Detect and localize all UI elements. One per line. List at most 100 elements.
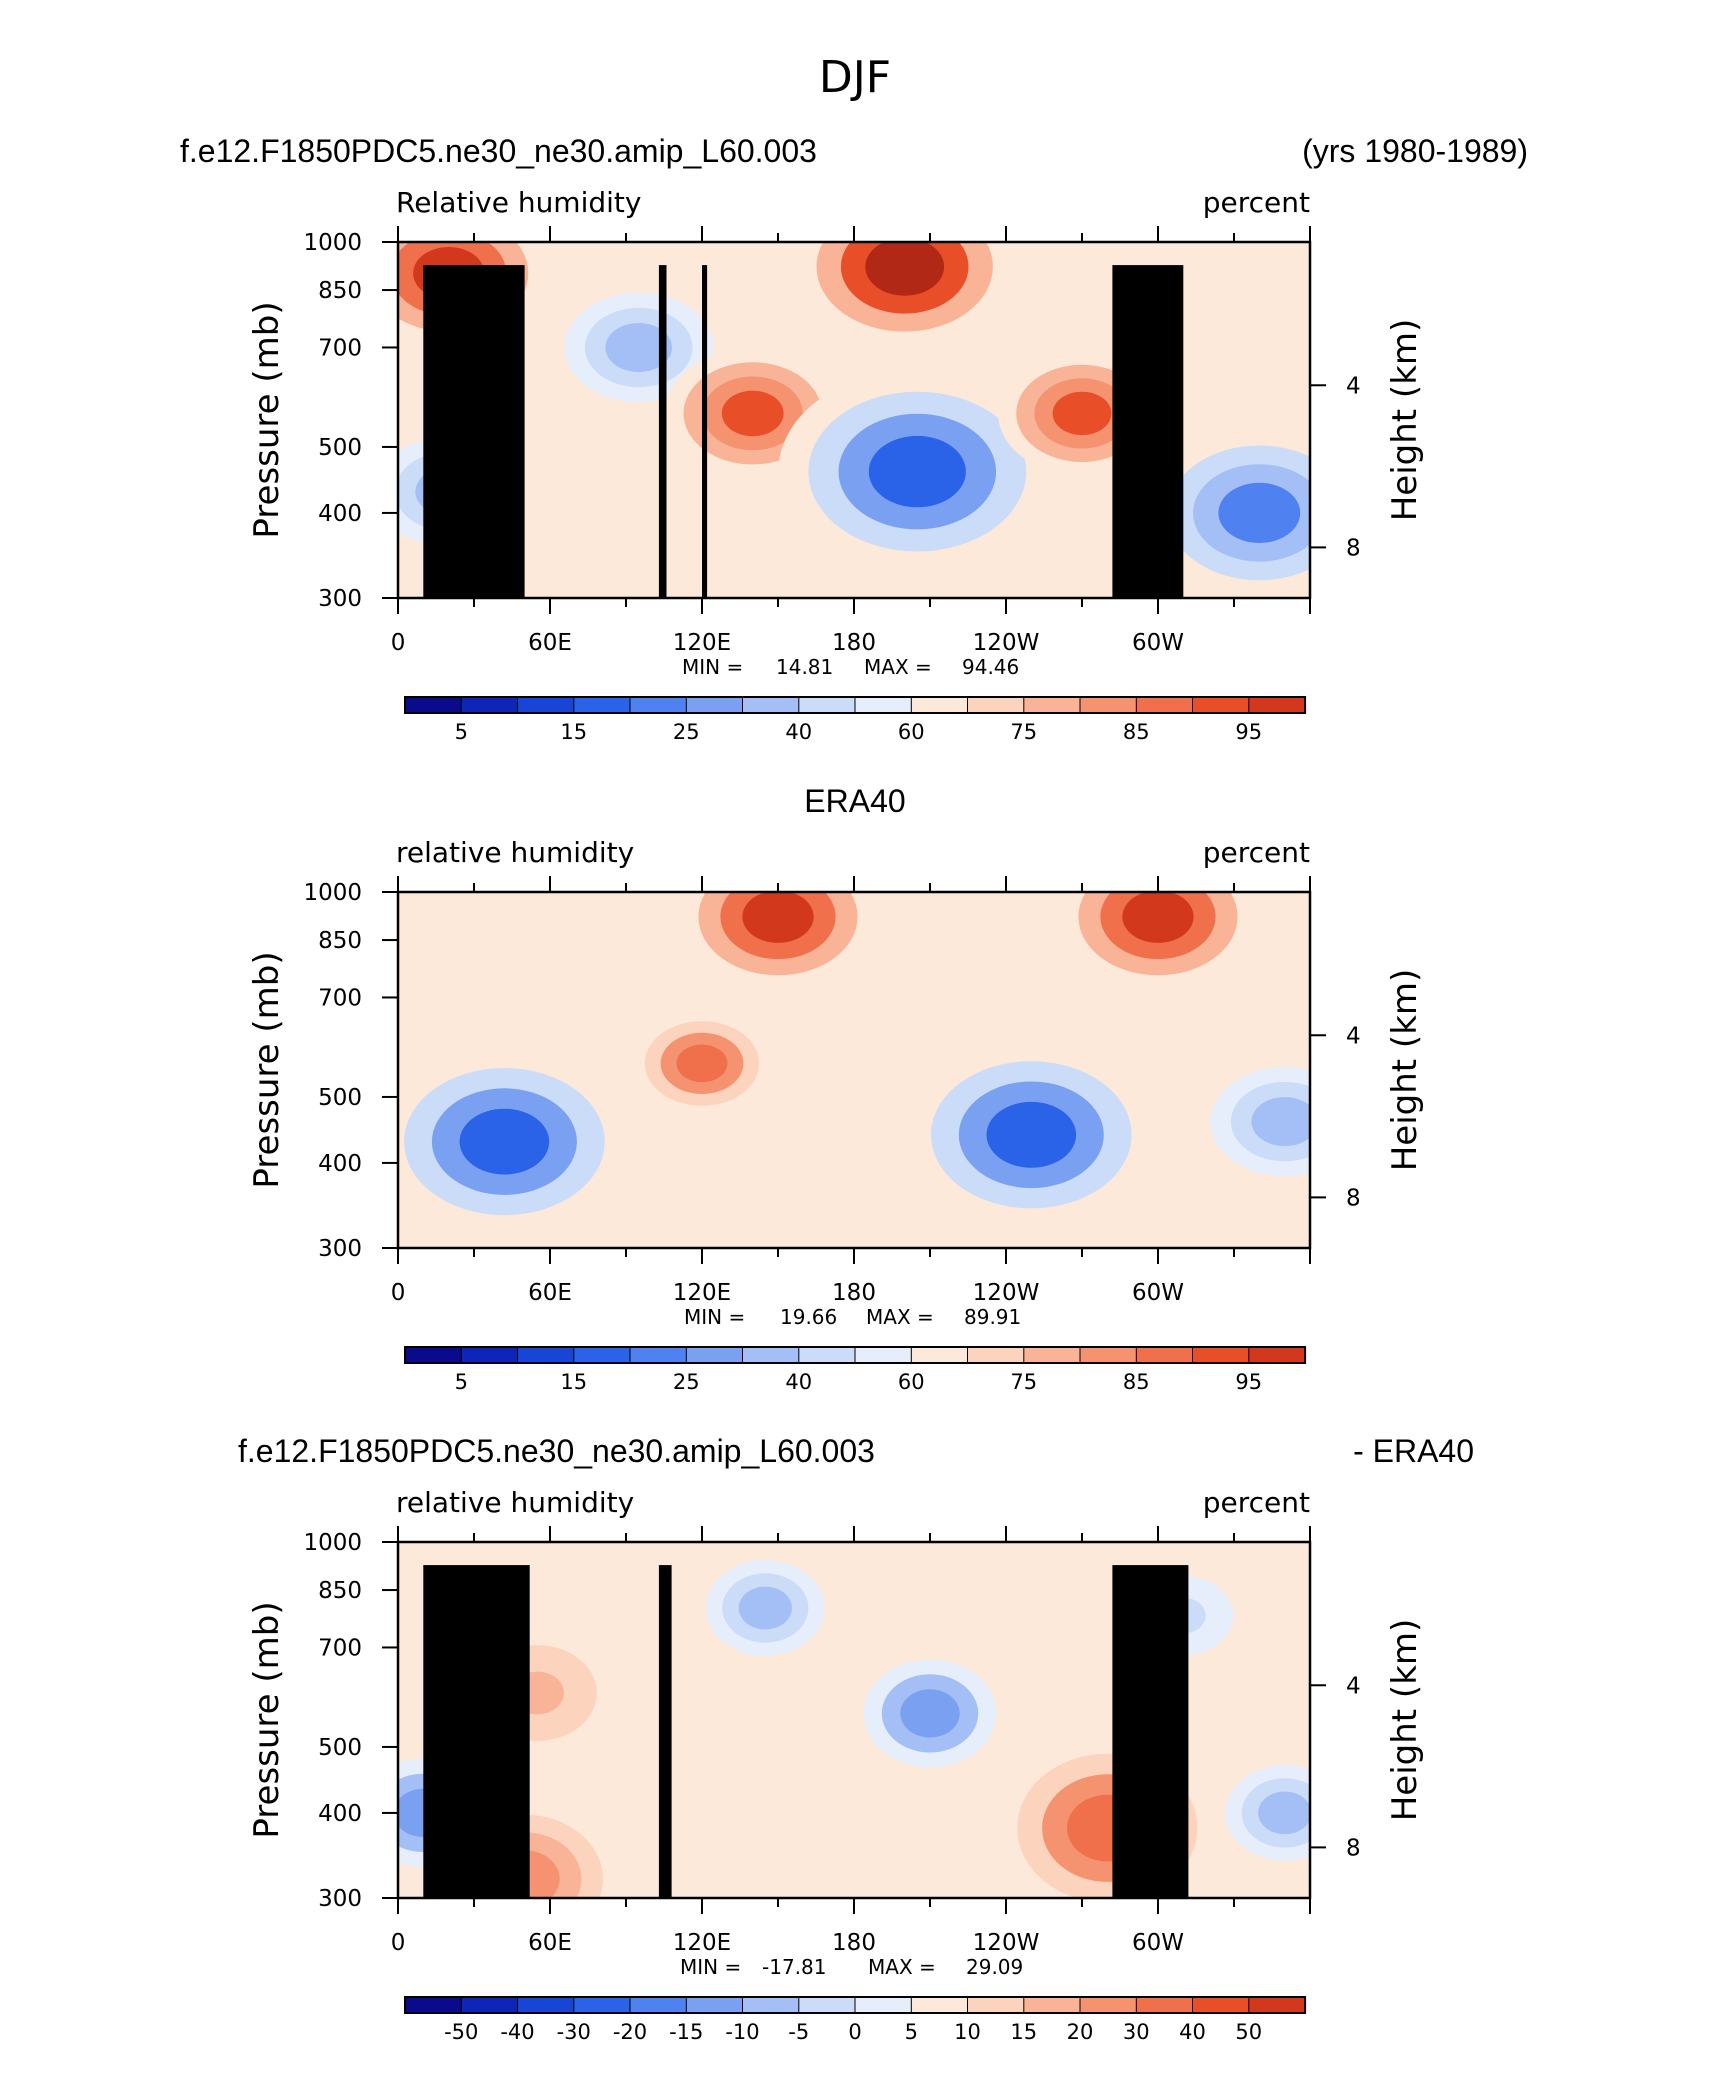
panel-model-plot: 0 60E 120E 180 120W 60W 300 400 500 700 850 1000 8 4 P… [247, 226, 1425, 656]
colorbar-label: -5 [788, 2020, 809, 2044]
y-right-axis-title: Height (km) [1385, 1619, 1425, 1822]
colorbar-frame [404, 696, 1306, 714]
x-tick-label: 120W [973, 1280, 1040, 1306]
panel-diff-title-left: f.e12.F1850PDC5.ne30_ne30.amip_L60.003 [238, 1433, 875, 1469]
panel-obs-max-label: MAX = [866, 1305, 934, 1329]
y-tick-label: 1000 [303, 230, 362, 256]
colorbar-swatch [573, 1346, 632, 1364]
y-axis-title: Pressure (mb) [247, 951, 287, 1188]
contour-feature [605, 323, 672, 372]
y-tick-label: 700 [318, 1635, 362, 1661]
x-tick-label: 120W [973, 630, 1040, 656]
colorbar-swatch [517, 1996, 575, 2014]
colorbar-swatch [742, 696, 800, 714]
y-tick-label: 850 [318, 928, 362, 954]
y-right-axis-title: Height (km) [1385, 969, 1425, 1172]
colorbar-swatch [910, 1996, 969, 2014]
panel-model-subtitle-right: percent [1203, 186, 1310, 219]
colorbar-label: 40 [785, 1370, 812, 1394]
colorbar-label: 85 [1123, 1370, 1150, 1394]
x-tick-label: 60W [1132, 1280, 1184, 1306]
panel-model: f.e12.F1850PDC5.ne30_ne30.amip_L60.003 (… [180, 133, 1528, 744]
colorbar-swatch [517, 696, 575, 714]
colorbar-label: 40 [1179, 2020, 1206, 2044]
x-tick-label: 60E [528, 630, 572, 656]
y-tick-label: 850 [318, 1578, 362, 1604]
colorbar-swatch [1023, 1346, 1082, 1364]
contour-feature [676, 1044, 728, 1083]
y-tick-label: 400 [318, 501, 362, 527]
panel-diff-max-label: MAX = [868, 1955, 936, 1979]
y-tick-label: 400 [318, 1151, 362, 1177]
colorbar-swatch [854, 696, 913, 714]
y-tick-label: 700 [318, 985, 362, 1011]
contour-feature [1218, 482, 1301, 543]
x-tick-label: 0 [391, 1930, 406, 1956]
colorbar-label: 50 [1235, 2020, 1262, 2044]
colorbar-swatch [1192, 696, 1250, 714]
contour-feature [459, 1108, 550, 1175]
panel-diff-subtitle-left: relative humidity [396, 1486, 634, 1519]
colorbar-swatch [742, 1346, 800, 1364]
contour-feature [1251, 1097, 1310, 1147]
x-tick-label: 60W [1132, 1930, 1184, 1956]
colorbar-swatch [854, 1346, 913, 1364]
colorbar-label: 75 [1010, 1370, 1037, 1394]
colorbar-swatch [404, 1346, 463, 1364]
contour-feature [986, 1101, 1077, 1168]
colorbar-label: 5 [455, 720, 468, 744]
colorbar-swatch [460, 1996, 519, 2014]
x-tick-label: 120E [673, 630, 731, 656]
topography-mask [658, 265, 667, 598]
topography-mask [1112, 1565, 1189, 1898]
contour-feature [1122, 892, 1194, 943]
colorbar-swatch [910, 696, 969, 714]
colorbar-swatch [629, 1996, 688, 2014]
colorbar-swatch [1135, 696, 1194, 714]
y-tick-label: 300 [318, 1886, 362, 1912]
colorbar-swatch [629, 1346, 688, 1364]
x-tick-label: 0 [391, 630, 406, 656]
colorbar-label: -40 [500, 2020, 534, 2044]
panel-diff-plot: 0 60E 120E 180 120W 60W 300 400 500 700 850 1000 8 4 P… [247, 1526, 1425, 1956]
panel-model-min-label: MIN = [682, 655, 743, 679]
colorbar-label: 75 [1010, 720, 1037, 744]
colorbar-swatch [1079, 696, 1138, 714]
colorbar-swatch [629, 696, 688, 714]
colorbar-label: -30 [557, 2020, 591, 2044]
colorbar-label: 60 [898, 720, 925, 744]
y-right-tick-label: 4 [1346, 1023, 1361, 1049]
contour-feature [868, 435, 966, 508]
colorbar-swatch [1248, 696, 1307, 714]
contour-feature [1052, 391, 1112, 436]
colorbar-label: -50 [444, 2020, 478, 2044]
x-tick-label: 120E [673, 1930, 731, 1956]
colorbar-label: 60 [898, 1370, 925, 1394]
y-tick-label: 400 [318, 1801, 362, 1827]
colorbar-swatch [1248, 1346, 1307, 1364]
colorbar-swatch [798, 1996, 857, 2014]
panel-obs-min-value: 19.66 [780, 1305, 837, 1329]
colorbar-label: 95 [1235, 1370, 1262, 1394]
panel-obs-colorbar: 5 15 25 40 60 75 85 95 [404, 1346, 1307, 1394]
colorbar-label: 30 [1123, 2020, 1150, 2044]
x-tick-label: 0 [391, 1280, 406, 1306]
colorbar-swatch [573, 1996, 632, 2014]
contour-feature [721, 390, 784, 437]
panel-diff-min-label: MIN = [680, 1955, 741, 1979]
y-right-tick-label: 8 [1346, 1835, 1361, 1861]
contour-feature [738, 1586, 792, 1630]
colorbar-label: 0 [848, 2020, 861, 2044]
colorbar-label: 25 [673, 720, 700, 744]
y-right-axis-title: Height (km) [1385, 319, 1425, 522]
colorbar-frame [404, 1996, 1306, 2014]
colorbar-swatch [404, 1996, 463, 2014]
panel-model-min-value: 14.81 [776, 655, 833, 679]
colorbar-swatch [967, 1996, 1025, 2014]
colorbar-swatch [1023, 1996, 1082, 2014]
panel-model-colorbar: 5 15 25 40 60 75 85 95 [404, 696, 1307, 744]
colorbar-swatch [742, 1996, 800, 2014]
colorbar-label: 15 [560, 720, 587, 744]
colorbar-swatch [517, 1346, 575, 1364]
